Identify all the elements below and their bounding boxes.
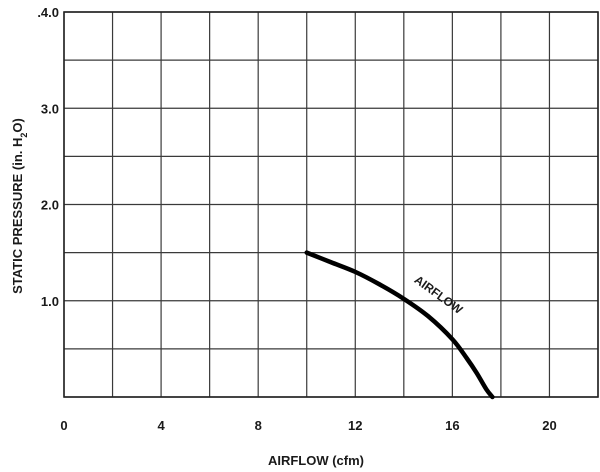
y-tick-label: .4.0: [37, 5, 59, 20]
y-tick-labels: 1.0 2.0 3.0 .4.0: [37, 5, 59, 309]
grid: [63, 11, 599, 398]
x-tick-label: 4: [157, 418, 165, 433]
y-tick-label: 1.0: [41, 294, 59, 309]
y-axis-label-subscript: 2: [19, 133, 29, 138]
x-tick-label: 16: [445, 418, 459, 433]
y-axis-label-part-1: STATIC PRESSURE (in. H: [10, 138, 25, 294]
x-tick-label: 12: [348, 418, 362, 433]
y-tick-label: 3.0: [41, 101, 59, 116]
y-axis-label-part-2: O): [10, 118, 25, 132]
x-tick-label: 0: [60, 418, 67, 433]
series-group: [304, 250, 495, 400]
x-tick-label: 20: [542, 418, 556, 433]
plot-frame: [63, 11, 599, 398]
y-tick-label: 2.0: [41, 198, 59, 213]
x-tick-label: 8: [255, 418, 262, 433]
airflow-curve-line: [304, 250, 495, 400]
y-axis-label: STATIC PRESSURE (in. H2O): [10, 118, 29, 294]
x-axis-label: AIRFLOW (cfm): [268, 453, 364, 468]
x-tick-labels: 0 4 8 12 16 20: [60, 418, 556, 433]
plot-border: [63, 11, 599, 398]
